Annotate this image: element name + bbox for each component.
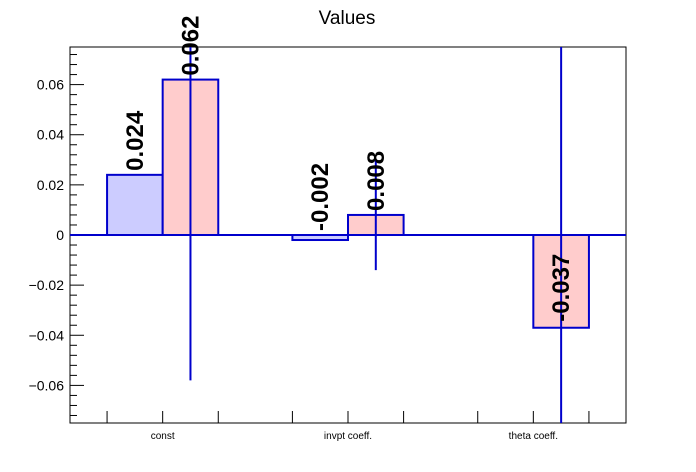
y-tick-label: −0.06 — [29, 377, 65, 393]
bar — [106, 173, 164, 236]
y-tick-label: 0 — [56, 227, 64, 243]
x-category-label: const — [151, 431, 175, 442]
y-tick-label: 0.04 — [37, 127, 64, 143]
y-tick-label: −0.04 — [29, 327, 65, 343]
data-label: 0.062 — [177, 16, 204, 76]
x-category-label: invpt coeff. — [324, 431, 372, 442]
data-label: -0.037 — [548, 254, 575, 322]
y-tick-label: −0.02 — [29, 277, 65, 293]
data-label: 0.024 — [122, 110, 149, 171]
chart-title: Values — [319, 8, 376, 29]
plot-area: 0.06 0.04 0.02 0 −0.02 −0.04 −0.06 const invpt c… — [29, 16, 627, 442]
y-tick-label: 0.02 — [37, 177, 64, 193]
data-label: 0.008 — [363, 151, 390, 211]
y-tick-label: 0.06 — [37, 77, 64, 93]
data-label: -0.002 — [307, 163, 334, 231]
x-category-label: theta coeff. — [509, 431, 558, 442]
